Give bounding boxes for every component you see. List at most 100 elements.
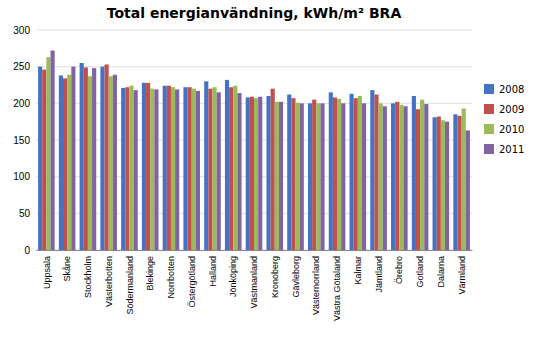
grid bbox=[36, 30, 472, 250]
bar bbox=[437, 117, 441, 250]
bar bbox=[105, 64, 109, 250]
bar bbox=[237, 93, 241, 250]
bar bbox=[146, 83, 150, 250]
y-tick-label: 250 bbox=[13, 61, 30, 72]
y-tick: 200 bbox=[13, 98, 36, 109]
bar bbox=[225, 80, 229, 250]
x-tick: Skåne bbox=[62, 250, 72, 282]
bar bbox=[229, 87, 233, 250]
x-tick-label: Norrbotten bbox=[166, 256, 176, 299]
bar bbox=[71, 67, 75, 250]
x-tick-label: Skåne bbox=[62, 256, 72, 282]
x-tick: Halland bbox=[208, 250, 218, 287]
bar bbox=[167, 86, 171, 250]
legend-swatch bbox=[484, 104, 494, 114]
bar bbox=[333, 97, 337, 250]
x-tick: Blekinge bbox=[145, 250, 155, 291]
bar bbox=[403, 106, 407, 250]
bar bbox=[453, 114, 457, 250]
bar bbox=[121, 88, 125, 250]
legend-swatch bbox=[484, 124, 494, 134]
series bbox=[38, 63, 457, 250]
legend-item: 2009 bbox=[484, 104, 524, 115]
y-axis-line bbox=[36, 31, 37, 251]
bar bbox=[109, 76, 113, 250]
bar bbox=[320, 103, 324, 250]
legend: 2008 2009 2010 2011 bbox=[484, 84, 524, 155]
x-tick-label: Värmland bbox=[457, 256, 467, 295]
x-tick-label: Uppsala bbox=[42, 256, 52, 289]
bar bbox=[457, 116, 461, 250]
bar bbox=[341, 103, 345, 250]
bar bbox=[59, 75, 63, 250]
legend-item: 2008 bbox=[484, 84, 524, 95]
bar bbox=[445, 122, 449, 250]
x-tick: Örebro bbox=[394, 250, 404, 284]
x-tick: Jönköping bbox=[228, 250, 238, 297]
legend-label: 2010 bbox=[499, 124, 524, 135]
x-tick-label: Stockholm bbox=[83, 256, 93, 298]
x-tick-label: Östergötland bbox=[187, 256, 197, 308]
bar bbox=[246, 97, 250, 250]
bar bbox=[296, 103, 300, 250]
bar bbox=[233, 86, 237, 250]
x-tick: Dalarna bbox=[436, 250, 446, 288]
bar bbox=[354, 98, 358, 250]
y-axis: 0 50 100 150 200 250 300 bbox=[13, 25, 36, 256]
y-tick-label: 300 bbox=[13, 25, 30, 36]
bar bbox=[129, 86, 133, 250]
bar bbox=[254, 98, 258, 250]
bar bbox=[424, 104, 428, 250]
bar bbox=[466, 130, 470, 250]
series bbox=[42, 64, 461, 250]
y-tick: 250 bbox=[13, 61, 36, 72]
y-tick: 300 bbox=[13, 25, 36, 36]
x-tick-label: Västmanland bbox=[249, 256, 259, 309]
bar bbox=[383, 106, 387, 250]
bar bbox=[154, 89, 158, 250]
x-tick: Jämtland bbox=[374, 250, 384, 293]
bar bbox=[204, 81, 208, 250]
legend-swatch bbox=[484, 84, 494, 94]
bar bbox=[308, 103, 312, 250]
y-tick: 50 bbox=[19, 208, 36, 219]
x-tick: Gotland bbox=[415, 250, 425, 288]
bar bbox=[291, 98, 295, 250]
y-tick-label: 150 bbox=[13, 135, 30, 146]
bar bbox=[370, 90, 374, 250]
bar bbox=[175, 89, 179, 250]
bar bbox=[163, 86, 167, 250]
bar bbox=[287, 95, 291, 250]
x-tick: Västmanland bbox=[249, 250, 259, 309]
bar bbox=[329, 92, 333, 250]
bar bbox=[391, 103, 395, 250]
x-tick: Kronoberg bbox=[270, 250, 280, 298]
bar bbox=[374, 95, 378, 250]
bar bbox=[171, 87, 175, 250]
bar bbox=[271, 89, 275, 250]
bar bbox=[462, 108, 466, 250]
x-tick-label: Västernorrland bbox=[311, 256, 321, 315]
x-tick-label: Blekinge bbox=[145, 256, 155, 291]
y-tick: 0 bbox=[24, 245, 36, 256]
bar bbox=[337, 99, 341, 250]
x-tick-label: Gotland bbox=[415, 256, 425, 288]
x-tick-label: Kronoberg bbox=[270, 256, 280, 298]
bar bbox=[38, 67, 42, 250]
bar bbox=[275, 102, 279, 250]
x-tick-label: Jönköping bbox=[228, 256, 238, 297]
bar bbox=[420, 100, 424, 250]
x-tick: Norrbotten bbox=[166, 250, 176, 299]
x-tick-label: Västerbotten bbox=[104, 256, 114, 307]
bar bbox=[67, 75, 71, 250]
bar bbox=[142, 83, 146, 250]
bar bbox=[316, 103, 320, 250]
y-tick: 100 bbox=[13, 171, 36, 182]
legend-item: 2010 bbox=[484, 124, 524, 135]
x-tick: Värmland bbox=[457, 250, 467, 295]
legend-label: 2011 bbox=[499, 144, 524, 155]
y-tick-label: 200 bbox=[13, 98, 30, 109]
x-tick-label: Halland bbox=[208, 256, 218, 287]
bar bbox=[188, 87, 192, 250]
bar bbox=[84, 67, 88, 250]
